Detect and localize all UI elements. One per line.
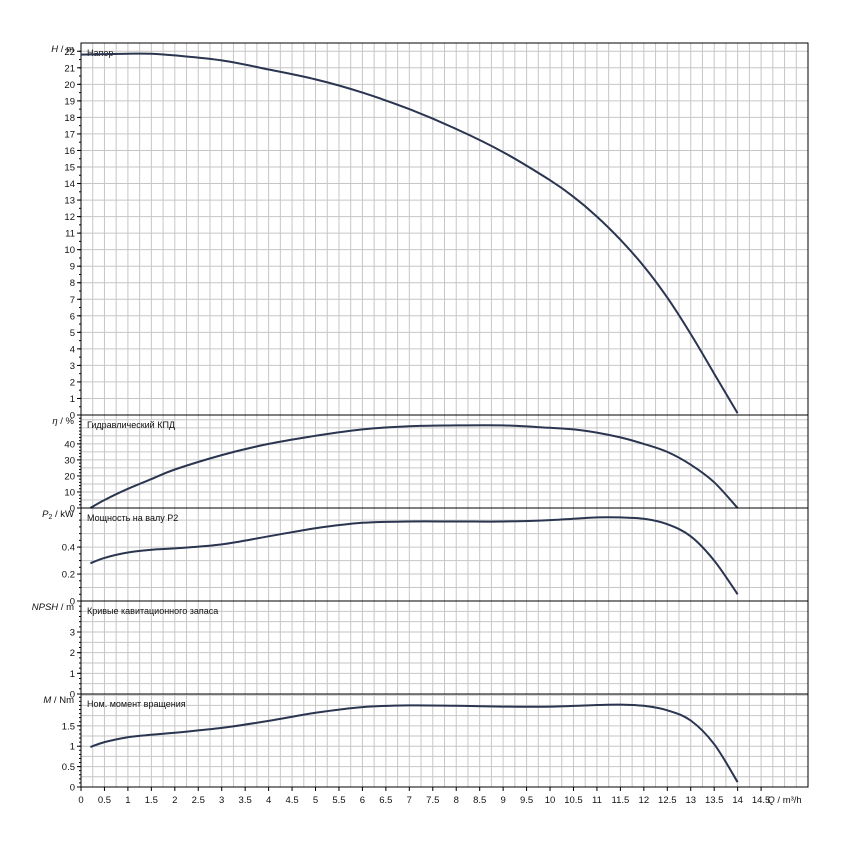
x-tick-label: 8.5	[473, 795, 486, 806]
x-tick-label: 10	[545, 795, 556, 806]
y-tick-label: 7	[70, 295, 75, 306]
x-tick-label: 7	[407, 795, 412, 806]
panel-annotation: Мощность на валу P2	[87, 513, 178, 523]
series-line	[90, 516, 739, 595]
y-tick-label: 8	[70, 278, 75, 289]
y-tick-label: 0	[70, 504, 75, 515]
x-axis-label: Q / m³/h	[767, 795, 801, 806]
y-tick-label: 0.5	[62, 762, 75, 773]
panel-1: 0 10 20 30 40 η / % Гидравлический КПД	[52, 414, 809, 515]
y-axis-label: P2 / kW	[42, 509, 74, 521]
y-tick-label: 3	[70, 361, 75, 372]
x-tick-label: 1	[125, 795, 130, 806]
y-tick-label: 2	[70, 648, 75, 659]
y-tick-label: 14	[64, 179, 75, 190]
y-tick-label: 0	[70, 597, 75, 608]
series-line	[80, 52, 739, 414]
y-tick-label: 20	[64, 80, 75, 91]
panel-annotation: Гидравлический КПД	[87, 420, 175, 430]
x-tick-label: 2	[172, 795, 177, 806]
y-tick-label: 20	[64, 471, 75, 482]
x-tick-label: 3	[219, 795, 224, 806]
x-tick-label: 13.5	[705, 795, 724, 806]
panel-annotation: Ном. момент вращения	[87, 699, 186, 709]
x-tick-label: 8	[454, 795, 459, 806]
panel-2: 0 0.2 0.4 P2 / kW Мощность на валу P2	[42, 507, 809, 608]
y-tick-label: 0.4	[62, 543, 75, 554]
y-tick-label: 5	[70, 328, 75, 339]
y-tick-label: 3	[70, 628, 75, 639]
x-tick-label: 9	[500, 795, 505, 806]
y-tick-label: 1.5	[62, 721, 75, 732]
x-tick-label: 13	[685, 795, 696, 806]
y-tick-label: 0	[70, 411, 75, 422]
y-tick-label: 2	[70, 377, 75, 388]
x-tick-label: 4	[266, 795, 271, 806]
y-axis-label: η / %	[52, 416, 74, 427]
x-tick-label: 7.5	[426, 795, 439, 806]
x-tick-label: 12	[639, 795, 650, 806]
y-tick-label: 21	[64, 63, 75, 74]
x-tick-label: 10.5	[564, 795, 583, 806]
y-tick-label: 10	[64, 487, 75, 498]
y-tick-label: 0	[70, 690, 75, 701]
x-tick-label: 2.5	[192, 795, 205, 806]
panel-frame	[80, 693, 809, 788]
x-tick-label: 11.5	[611, 795, 629, 806]
y-axis-label: M / Nm	[43, 695, 74, 706]
x-tick-label: 5.5	[332, 795, 345, 806]
y-tick-label: 30	[64, 455, 75, 466]
y-tick-label: 6	[70, 311, 75, 322]
y-tick-label: 18	[64, 113, 75, 124]
x-tick-label: 14.5	[752, 795, 771, 806]
x-tick-label: 12.5	[658, 795, 677, 806]
y-tick-label: 1	[70, 669, 75, 680]
y-tick-label: 22	[64, 47, 75, 58]
panel-annotation: Кривые кавитационного запаса	[87, 606, 218, 616]
y-tick-label: 11	[65, 229, 75, 240]
x-tick-label: 6.5	[379, 795, 392, 806]
panel-3: 0 1 2 3 NPSH / m Кривые кавитационного запаса	[32, 600, 809, 701]
x-tick-label: 3.5	[239, 795, 252, 806]
y-tick-label: 9	[70, 262, 75, 273]
x-tick-label: 5	[313, 795, 318, 806]
y-tick-label: 1	[70, 394, 75, 405]
y-tick-label: 19	[64, 96, 75, 107]
y-axis-label: H / m	[51, 44, 74, 55]
x-tick-label: 6	[360, 795, 365, 806]
series-line	[90, 703, 739, 783]
y-tick-label: 0.2	[62, 570, 75, 581]
x-tick-label: 4.5	[285, 795, 298, 806]
x-tick-label: 11	[592, 795, 602, 806]
y-tick-label: 0	[70, 783, 75, 794]
x-tick-label: 14	[732, 795, 743, 806]
y-tick-label: 4	[70, 344, 75, 355]
x-tick-label: 0.5	[98, 795, 111, 806]
y-tick-label: 17	[64, 129, 75, 140]
series-line	[89, 424, 739, 509]
y-tick-label: 12	[64, 212, 75, 223]
panel-annotation: Напор	[87, 48, 113, 58]
x-tick-label: 1.5	[145, 795, 158, 806]
y-tick-label: 16	[64, 146, 75, 157]
y-tick-label: 1	[70, 742, 75, 753]
y-tick-label: 10	[64, 245, 75, 256]
x-tick-label: 0	[78, 795, 83, 806]
y-axis-label: NPSH / m	[32, 602, 74, 613]
y-tick-label: 40	[64, 439, 75, 450]
y-tick-label: 13	[64, 196, 75, 207]
x-tick-label: 9.5	[520, 795, 533, 806]
y-tick-label: 15	[64, 163, 75, 174]
